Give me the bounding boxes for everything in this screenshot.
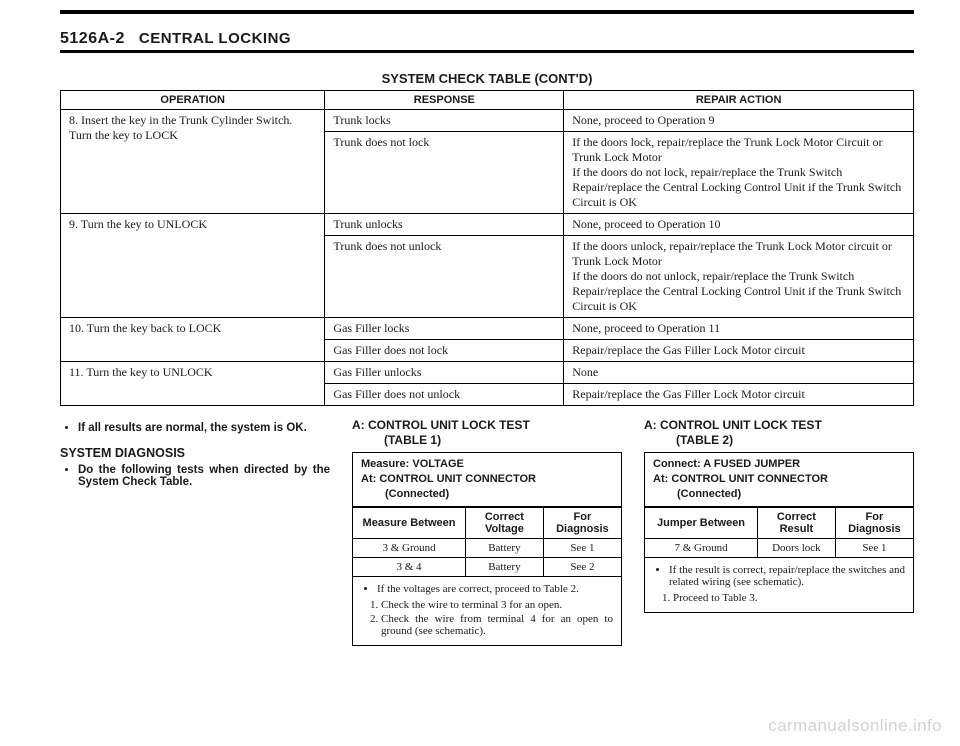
- table2-at2: (Connected): [653, 487, 905, 502]
- table-row: 3 & 4 Battery See 2: [353, 557, 621, 576]
- table-row: 10. Turn the key back to LOCK Gas Filler…: [61, 318, 914, 340]
- system-diagnosis-heading: SYSTEM DIAGNOSIS: [60, 446, 330, 460]
- table1-at2: (Connected): [361, 487, 613, 502]
- table2-title-a: A: CONTROL UNIT LOCK TEST: [644, 418, 822, 432]
- t2-note1: Proceed to Table 3.: [673, 592, 905, 604]
- t2-r1c3: See 1: [835, 538, 913, 557]
- table2-header: Connect: A FUSED JUMPER At: CONTROL UNIT…: [645, 453, 913, 507]
- table-row: 7 & Ground Doors lock See 1: [645, 538, 913, 557]
- table1-notes: If the voltages are correct, proceed to …: [353, 577, 621, 645]
- table1-title-b: (TABLE 1): [352, 433, 622, 448]
- table-header-row: Measure Between Correct Voltage For Diag…: [353, 507, 621, 538]
- rep-cell: If the doors unlock, repair/replace the …: [564, 236, 914, 318]
- t1-r1c3: See 1: [543, 538, 621, 557]
- table-header-row: Jumper Between Correct Result For Diagno…: [645, 507, 913, 538]
- rep-cell: If the doors lock, repair/replace the Tr…: [564, 132, 914, 214]
- op-cell: 8. Insert the key in the Trunk Cylinder …: [61, 110, 325, 214]
- t2-r1c2: Doors lock: [758, 538, 836, 557]
- left-column: If all results are normal, the system is…: [60, 418, 330, 646]
- table1-at: At: CONTROL UNIT CONNECTOR: [361, 473, 536, 485]
- col-repair: REPAIR ACTION: [564, 91, 914, 110]
- page-header: 5126A-2 CENTRAL LOCKING: [60, 30, 914, 48]
- t2-bullet: If the result is correct, repair/replace…: [669, 564, 905, 588]
- t1-r2c1: 3 & 4: [353, 557, 466, 576]
- rep-cell: None, proceed to Operation 11: [564, 318, 914, 340]
- t2-h1: Jumper Between: [645, 507, 758, 538]
- page-number: 5126A-2: [60, 30, 125, 48]
- op-cell: 11. Turn the key to UNLOCK: [61, 362, 325, 406]
- table2-box: Connect: A FUSED JUMPER At: CONTROL UNIT…: [644, 452, 914, 613]
- table2-notes: If the result is correct, repair/replace…: [645, 558, 913, 612]
- t1-h3: For Diagnosis: [543, 507, 621, 538]
- resp-cell: Gas Filler unlocks: [325, 362, 564, 384]
- resp-cell: Trunk does not lock: [325, 132, 564, 214]
- table-row: 3 & Ground Battery See 1: [353, 538, 621, 557]
- watermark: carmanualsonline.info: [768, 716, 942, 736]
- t1-note2: Check the wire from terminal 4 for an op…: [381, 613, 613, 637]
- t2-r1c1: 7 & Ground: [645, 538, 758, 557]
- t1-r2c3: See 2: [543, 557, 621, 576]
- t2-h3: For Diagnosis: [835, 507, 913, 538]
- col-operation: OPERATION: [61, 91, 325, 110]
- t1-r1c1: 3 & Ground: [353, 538, 466, 557]
- main-table-title: SYSTEM CHECK TABLE (CONT'D): [60, 71, 914, 86]
- t1-h2: Correct Voltage: [466, 507, 544, 538]
- table-row: 9. Turn the key to UNLOCK Trunk unlocks …: [61, 214, 914, 236]
- table-row: 11. Turn the key to UNLOCK Gas Filler un…: [61, 362, 914, 384]
- right-column: A: CONTROL UNIT LOCK TEST (TABLE 2) Conn…: [644, 418, 914, 646]
- header-rule: [60, 50, 914, 53]
- table2-title-b: (TABLE 2): [644, 433, 914, 448]
- resp-cell: Gas Filler locks: [325, 318, 564, 340]
- op-cell: 9. Turn the key to UNLOCK: [61, 214, 325, 318]
- center-column: A: CONTROL UNIT LOCK TEST (TABLE 1) Meas…: [352, 418, 622, 646]
- table2-inner: Jumper Between Correct Result For Diagno…: [645, 507, 913, 558]
- rep-cell: None, proceed to Operation 9: [564, 110, 914, 132]
- table-header-row: OPERATION RESPONSE REPAIR ACTION: [61, 91, 914, 110]
- rep-cell: None, proceed to Operation 10: [564, 214, 914, 236]
- resp-cell: Gas Filler does not lock: [325, 340, 564, 362]
- resp-cell: Trunk unlocks: [325, 214, 564, 236]
- table-row: 8. Insert the key in the Trunk Cylinder …: [61, 110, 914, 132]
- resp-cell: Trunk locks: [325, 110, 564, 132]
- t1-note1: Check the wire to terminal 3 for an open…: [381, 599, 613, 611]
- t2-h2: Correct Result: [758, 507, 836, 538]
- t1-bullet: If the voltages are correct, proceed to …: [377, 583, 613, 595]
- t1-r2c2: Battery: [466, 557, 544, 576]
- system-check-table: OPERATION RESPONSE REPAIR ACTION 8. Inse…: [60, 90, 914, 406]
- table2-at: At: CONTROL UNIT CONNECTOR: [653, 473, 828, 485]
- op-cell: 10. Turn the key back to LOCK: [61, 318, 325, 362]
- table1-inner: Measure Between Correct Voltage For Diag…: [353, 507, 621, 577]
- rep-cell: Repair/replace the Gas Filler Lock Motor…: [564, 384, 914, 406]
- table2-measure: Connect: A FUSED JUMPER: [653, 458, 800, 470]
- rep-cell: Repair/replace the Gas Filler Lock Motor…: [564, 340, 914, 362]
- table1-title-a: A: CONTROL UNIT LOCK TEST: [352, 418, 530, 432]
- table1-title: A: CONTROL UNIT LOCK TEST (TABLE 1): [352, 418, 622, 448]
- t1-h1: Measure Between: [353, 507, 466, 538]
- page-title: CENTRAL LOCKING: [139, 30, 291, 47]
- col-response: RESPONSE: [325, 91, 564, 110]
- table1-header: Measure: VOLTAGE At: CONTROL UNIT CONNEC…: [353, 453, 621, 507]
- t1-r1c2: Battery: [466, 538, 544, 557]
- table1-measure: Measure: VOLTAGE: [361, 458, 464, 470]
- table2-title: A: CONTROL UNIT LOCK TEST (TABLE 2): [644, 418, 914, 448]
- resp-cell: Gas Filler does not unlock: [325, 384, 564, 406]
- resp-cell: Trunk does not unlock: [325, 236, 564, 318]
- top-rule: [60, 10, 914, 14]
- bottom-columns: If all results are normal, the system is…: [60, 418, 914, 646]
- ok-note: If all results are normal, the system is…: [78, 422, 330, 434]
- rep-cell: None: [564, 362, 914, 384]
- table1-box: Measure: VOLTAGE At: CONTROL UNIT CONNEC…: [352, 452, 622, 646]
- diagnosis-note: Do the following tests when directed by …: [78, 464, 330, 488]
